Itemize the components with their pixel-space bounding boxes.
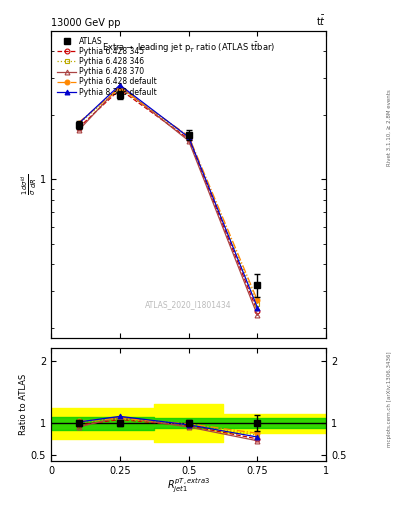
Text: mcplots.cern.ch [arXiv:1306.3436]: mcplots.cern.ch [arXiv:1306.3436] — [387, 352, 392, 447]
Text: t$\bar{t}$: t$\bar{t}$ — [316, 14, 326, 28]
Legend: ATLAS, Pythia 6.428 345, Pythia 6.428 346, Pythia 6.428 370, Pythia 6.428 defaul: ATLAS, Pythia 6.428 345, Pythia 6.428 34… — [55, 34, 160, 99]
Text: 13000 GeV pp: 13000 GeV pp — [51, 18, 121, 28]
Y-axis label: Ratio to ATLAS: Ratio to ATLAS — [19, 374, 28, 435]
Y-axis label: $\frac{1}{\sigma}\frac{d\sigma^{id}}{dR}$: $\frac{1}{\sigma}\frac{d\sigma^{id}}{dR}… — [19, 174, 39, 195]
Text: Extra$\rightarrow$ leading jet p$_T$ ratio (ATLAS t$\bar{t}$bar): Extra$\rightarrow$ leading jet p$_T$ rat… — [102, 40, 275, 55]
Text: Rivet 3.1.10, ≥ 2.8M events: Rivet 3.1.10, ≥ 2.8M events — [387, 90, 392, 166]
Text: ATLAS_2020_I1801434: ATLAS_2020_I1801434 — [145, 300, 232, 309]
X-axis label: $R_{jet1}^{pT,extra3}$: $R_{jet1}^{pT,extra3}$ — [167, 477, 210, 496]
